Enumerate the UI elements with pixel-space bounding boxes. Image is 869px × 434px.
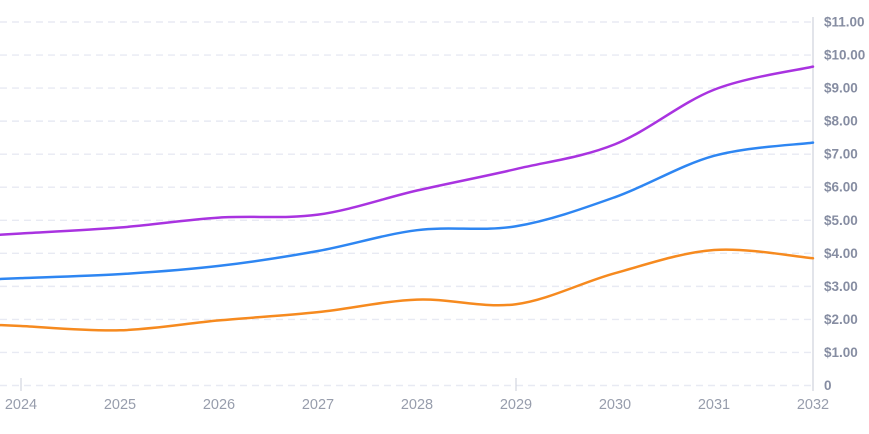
x-axis-label: 2030	[599, 397, 631, 413]
x-axis-label: 2032	[797, 397, 829, 413]
y-axis-label: $7.00	[824, 147, 858, 162]
x-axis-label: 2029	[500, 397, 532, 413]
y-axis-labels: $11.00 $10.00 $9.00 $8.00 $7.00 $6.00 $5.00 $4.…	[824, 15, 865, 394]
gridlines	[0, 21, 813, 387]
x-axis-label: 2031	[698, 397, 730, 413]
x-axis-label: 2028	[401, 397, 433, 413]
y-axis-label: $5.00	[824, 213, 858, 228]
x-axis-labels: 2024 2025 2026 2027 2028 2029 2030 2031 2032	[5, 397, 829, 413]
y-axis-label: $3.00	[824, 279, 858, 294]
y-axis-label: $2.00	[824, 312, 858, 327]
x-axis-label: 2025	[104, 397, 136, 413]
series-line-blue	[0, 141, 815, 281]
y-axis-label: $8.00	[824, 114, 858, 129]
y-axis	[20, 17, 814, 391]
y-axis-label: $4.00	[824, 246, 858, 261]
y-axis-label: $1.00	[824, 345, 858, 360]
y-axis-label: $9.00	[824, 81, 858, 96]
series-lines	[0, 65, 815, 332]
x-axis-label: 2026	[203, 397, 235, 413]
y-axis-label: $10.00	[824, 48, 865, 63]
series-line-orange	[0, 248, 815, 332]
series-line-purple	[0, 65, 815, 236]
y-axis-label: $6.00	[824, 180, 858, 195]
y-axis-label: $11.00	[824, 15, 865, 30]
y-axis-label: 0	[824, 378, 832, 393]
x-axis-label: 2024	[5, 397, 37, 413]
x-axis-label: 2027	[302, 397, 334, 413]
